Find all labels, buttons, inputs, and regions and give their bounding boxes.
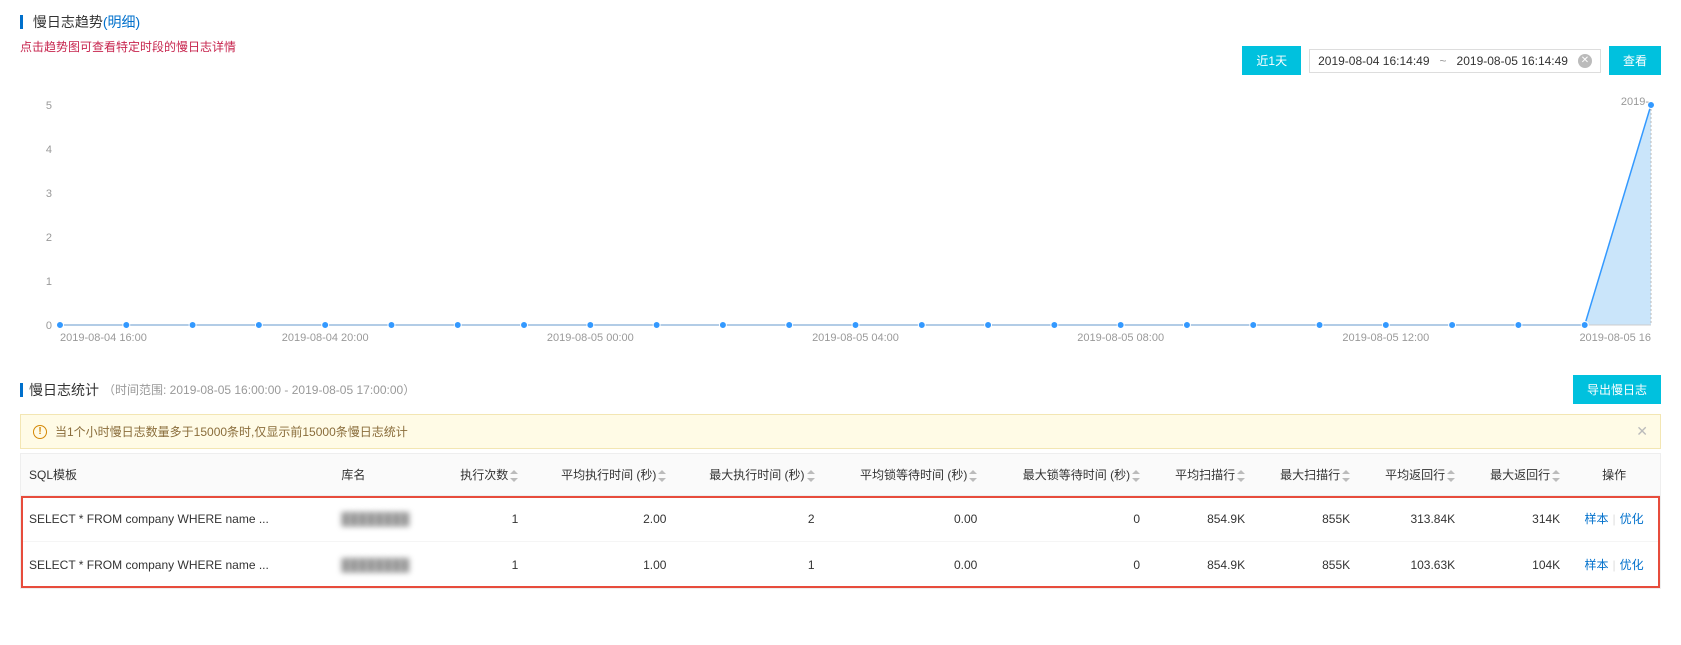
table-cell: 2 bbox=[674, 496, 822, 542]
sort-icon[interactable] bbox=[1447, 470, 1455, 482]
stats-subtitle: （时间范围: 2019-08-05 16:00:00 - 2019-08-05 … bbox=[103, 381, 415, 398]
table-row: SELECT * FROM company WHERE name ...████… bbox=[21, 496, 1660, 542]
sort-icon[interactable] bbox=[658, 470, 666, 482]
table-cell: 2.00 bbox=[526, 496, 674, 542]
optimize-link[interactable]: 优化 bbox=[1620, 558, 1644, 572]
svg-text:1: 1 bbox=[46, 276, 52, 288]
date-to: 2019-08-05 16:14:49 bbox=[1457, 54, 1568, 68]
svg-text:2019-08-05 16: 2019-08-05 16 bbox=[1579, 332, 1651, 344]
optimize-link[interactable]: 优化 bbox=[1620, 512, 1644, 526]
date-from: 2019-08-04 16:14:49 bbox=[1318, 54, 1429, 68]
table-cell: 854.9K bbox=[1148, 496, 1253, 542]
svg-text:5: 5 bbox=[46, 100, 52, 112]
table-header[interactable]: 最大返回行 bbox=[1463, 454, 1568, 496]
warning-icon: ! bbox=[33, 425, 47, 439]
table-header: SQL模板 bbox=[21, 454, 333, 496]
sort-icon[interactable] bbox=[807, 470, 815, 482]
stats-header: 慢日志统计 （时间范围: 2019-08-05 16:00:00 - 2019-… bbox=[0, 365, 1681, 414]
sample-link[interactable]: 样本 bbox=[1585, 512, 1609, 526]
svg-text:2019-08-05 08:00: 2019-08-05 08:00 bbox=[1077, 332, 1164, 344]
table-cell: 103.63K bbox=[1358, 542, 1463, 588]
table-cell: 1 bbox=[674, 542, 822, 588]
svg-text:0: 0 bbox=[46, 320, 52, 332]
alert-text: 当1个小时慢日志数量多于15000条时,仅显示前15000条慢日志统计 bbox=[55, 423, 408, 440]
alert-box: ! 当1个小时慢日志数量多于15000条时,仅显示前15000条慢日志统计 ✕ bbox=[20, 414, 1661, 449]
table-cell: 313.84K bbox=[1358, 496, 1463, 542]
table-header: 操作 bbox=[1568, 454, 1660, 496]
table-header[interactable]: 执行次数 bbox=[436, 454, 526, 496]
svg-text:2019-08-05 04:00: 2019-08-05 04:00 bbox=[812, 332, 899, 344]
svg-text:4: 4 bbox=[46, 144, 52, 156]
svg-text:2019-08-04 20:00: 2019-08-04 20:00 bbox=[282, 332, 369, 344]
sample-link[interactable]: 样本 bbox=[1585, 558, 1609, 572]
sort-icon[interactable] bbox=[1132, 470, 1140, 482]
table-cell: 855K bbox=[1253, 542, 1358, 588]
table-actions: 样本|优化 bbox=[1568, 542, 1660, 588]
export-button[interactable]: 导出慢日志 bbox=[1573, 375, 1661, 404]
table-header[interactable]: 平均返回行 bbox=[1358, 454, 1463, 496]
table-cell: SELECT * FROM company WHERE name ... bbox=[21, 542, 333, 588]
table-header[interactable]: 平均扫描行 bbox=[1148, 454, 1253, 496]
sort-icon[interactable] bbox=[510, 470, 518, 482]
date-separator: ~ bbox=[1440, 54, 1447, 68]
table-header[interactable]: 最大锁等待时间 (秒) bbox=[985, 454, 1148, 496]
svg-text:2019-: 2019- bbox=[1621, 96, 1649, 108]
stats-table: SQL模板库名执行次数平均执行时间 (秒)最大执行时间 (秒)平均锁等待时间 (… bbox=[21, 454, 1660, 588]
detail-link[interactable]: (明细) bbox=[103, 14, 140, 30]
table-cell: 0 bbox=[985, 496, 1148, 542]
clear-icon[interactable]: ✕ bbox=[1578, 54, 1592, 68]
svg-text:2019-08-05 12:00: 2019-08-05 12:00 bbox=[1342, 332, 1429, 344]
trend-title: 慢日志趋势(明细) bbox=[0, 0, 1681, 38]
table-header[interactable]: 平均执行时间 (秒) bbox=[526, 454, 674, 496]
svg-text:2019-08-05 00:00: 2019-08-05 00:00 bbox=[547, 332, 634, 344]
trend-title-text: 慢日志趋势 bbox=[33, 14, 103, 30]
sort-icon[interactable] bbox=[1342, 470, 1350, 482]
svg-text:3: 3 bbox=[46, 188, 52, 200]
table-cell: 855K bbox=[1253, 496, 1358, 542]
search-button[interactable]: 查看 bbox=[1609, 46, 1661, 75]
table-header[interactable]: 最大扫描行 bbox=[1253, 454, 1358, 496]
table-cell: 0.00 bbox=[823, 496, 986, 542]
table-cell: 0 bbox=[985, 542, 1148, 588]
table-actions: 样本|优化 bbox=[1568, 496, 1660, 542]
stats-table-wrap: SQL模板库名执行次数平均执行时间 (秒)最大执行时间 (秒)平均锁等待时间 (… bbox=[20, 453, 1661, 589]
table-header[interactable]: 平均锁等待时间 (秒) bbox=[823, 454, 986, 496]
svg-text:2019-08-04 16:00: 2019-08-04 16:00 bbox=[60, 332, 147, 344]
table-header: 库名 bbox=[333, 454, 436, 496]
table-row: SELECT * FROM company WHERE name ...████… bbox=[21, 542, 1660, 588]
svg-text:2: 2 bbox=[46, 232, 52, 244]
table-cell: 1 bbox=[436, 496, 526, 542]
table-cell: 1.00 bbox=[526, 542, 674, 588]
quick-range-button[interactable]: 近1天 bbox=[1242, 46, 1301, 75]
sort-icon[interactable] bbox=[1552, 470, 1560, 482]
table-cell: ████████ bbox=[333, 542, 436, 588]
stats-title: 慢日志统计 bbox=[29, 380, 99, 400]
close-icon[interactable]: ✕ bbox=[1636, 423, 1648, 440]
table-cell: 1 bbox=[436, 542, 526, 588]
table-cell: ████████ bbox=[333, 496, 436, 542]
sort-icon[interactable] bbox=[1237, 470, 1245, 482]
table-header[interactable]: 最大执行时间 (秒) bbox=[674, 454, 822, 496]
trend-chart[interactable]: 0 1 2 3 4 5 2019- 2019-08-04 16:00 2019-08-04 20… bbox=[20, 95, 1661, 355]
table-cell: SELECT * FROM company WHERE name ... bbox=[21, 496, 333, 542]
table-cell: 104K bbox=[1463, 542, 1568, 588]
sort-icon[interactable] bbox=[969, 470, 977, 482]
table-cell: 0.00 bbox=[823, 542, 986, 588]
table-cell: 854.9K bbox=[1148, 542, 1253, 588]
table-cell: 314K bbox=[1463, 496, 1568, 542]
date-range-picker[interactable]: 2019-08-04 16:14:49 ~ 2019-08-05 16:14:4… bbox=[1309, 49, 1601, 73]
toolbar: 近1天 2019-08-04 16:14:49 ~ 2019-08-05 16:… bbox=[1242, 46, 1661, 75]
